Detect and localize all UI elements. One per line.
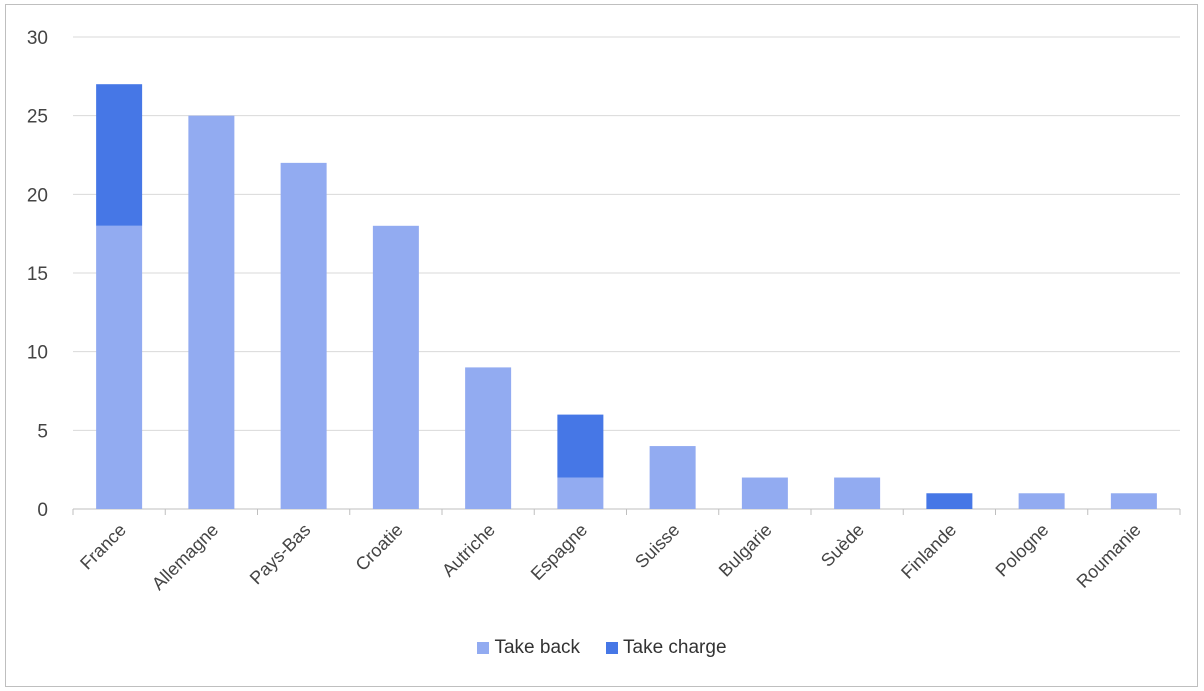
y-tick-label: 0 [37, 500, 48, 521]
bar-take-back-suède [834, 477, 881, 509]
y-tick-label: 20 [27, 185, 48, 206]
bar-take-back-autriche [465, 367, 512, 509]
bar-take-back-pays-bas [280, 162, 327, 509]
y-tick-label: 5 [37, 421, 48, 442]
legend-label: Take charge [623, 637, 727, 658]
bar-take-charge-espagne [557, 414, 604, 478]
bar-take-charge-france [96, 84, 143, 226]
legend-item: Take charge [606, 637, 727, 659]
x-category-label: France [76, 520, 130, 574]
x-category-label: Finlande [897, 520, 960, 583]
x-category-label: Allemagne [148, 520, 222, 594]
x-category-label: Espagne [527, 520, 591, 584]
x-axis-labels: France Allemagne Pays-Bas Croatie Autriche Es… [76, 520, 1145, 594]
legend-label: Take back [494, 637, 581, 658]
bar-take-charge-finlande [926, 493, 973, 509]
legend: Take back Take charge [0, 637, 1204, 659]
y-tick-label: 15 [27, 264, 48, 285]
bar-take-back-suisse [649, 446, 696, 509]
x-category-label: Autriche [438, 520, 499, 581]
bar-take-back-allemagne [188, 115, 235, 510]
x-category-label: Suède [817, 520, 868, 571]
bars [96, 84, 1157, 510]
legend-swatch [606, 642, 619, 654]
bar-take-back-pologne [1018, 493, 1065, 509]
x-category-label: Croatie [352, 520, 407, 575]
x-category-label: Roumanie [1073, 520, 1145, 592]
y-tick-label: 25 [27, 107, 48, 128]
bar-take-back-france [96, 225, 143, 510]
y-tick-label: 30 [27, 28, 48, 49]
gridlines [72, 36, 1181, 515]
x-category-label: Bulgarie [715, 520, 776, 581]
x-category-label: Pays-Bas [246, 520, 315, 589]
x-category-label: Pologne [992, 520, 1053, 581]
y-tick-label: 10 [27, 343, 48, 364]
bar-take-back-espagne [557, 477, 604, 509]
legend-item: Take back [477, 637, 580, 659]
legend-swatch [477, 642, 490, 654]
y-axis-ticks: 0 5 10 15 20 25 30 [27, 28, 48, 521]
bar-take-back-croatie [372, 225, 419, 510]
x-category-label: Suisse [631, 520, 683, 572]
bar-take-back-roumanie [1110, 493, 1157, 509]
bar-take-back-bulgarie [741, 477, 788, 509]
